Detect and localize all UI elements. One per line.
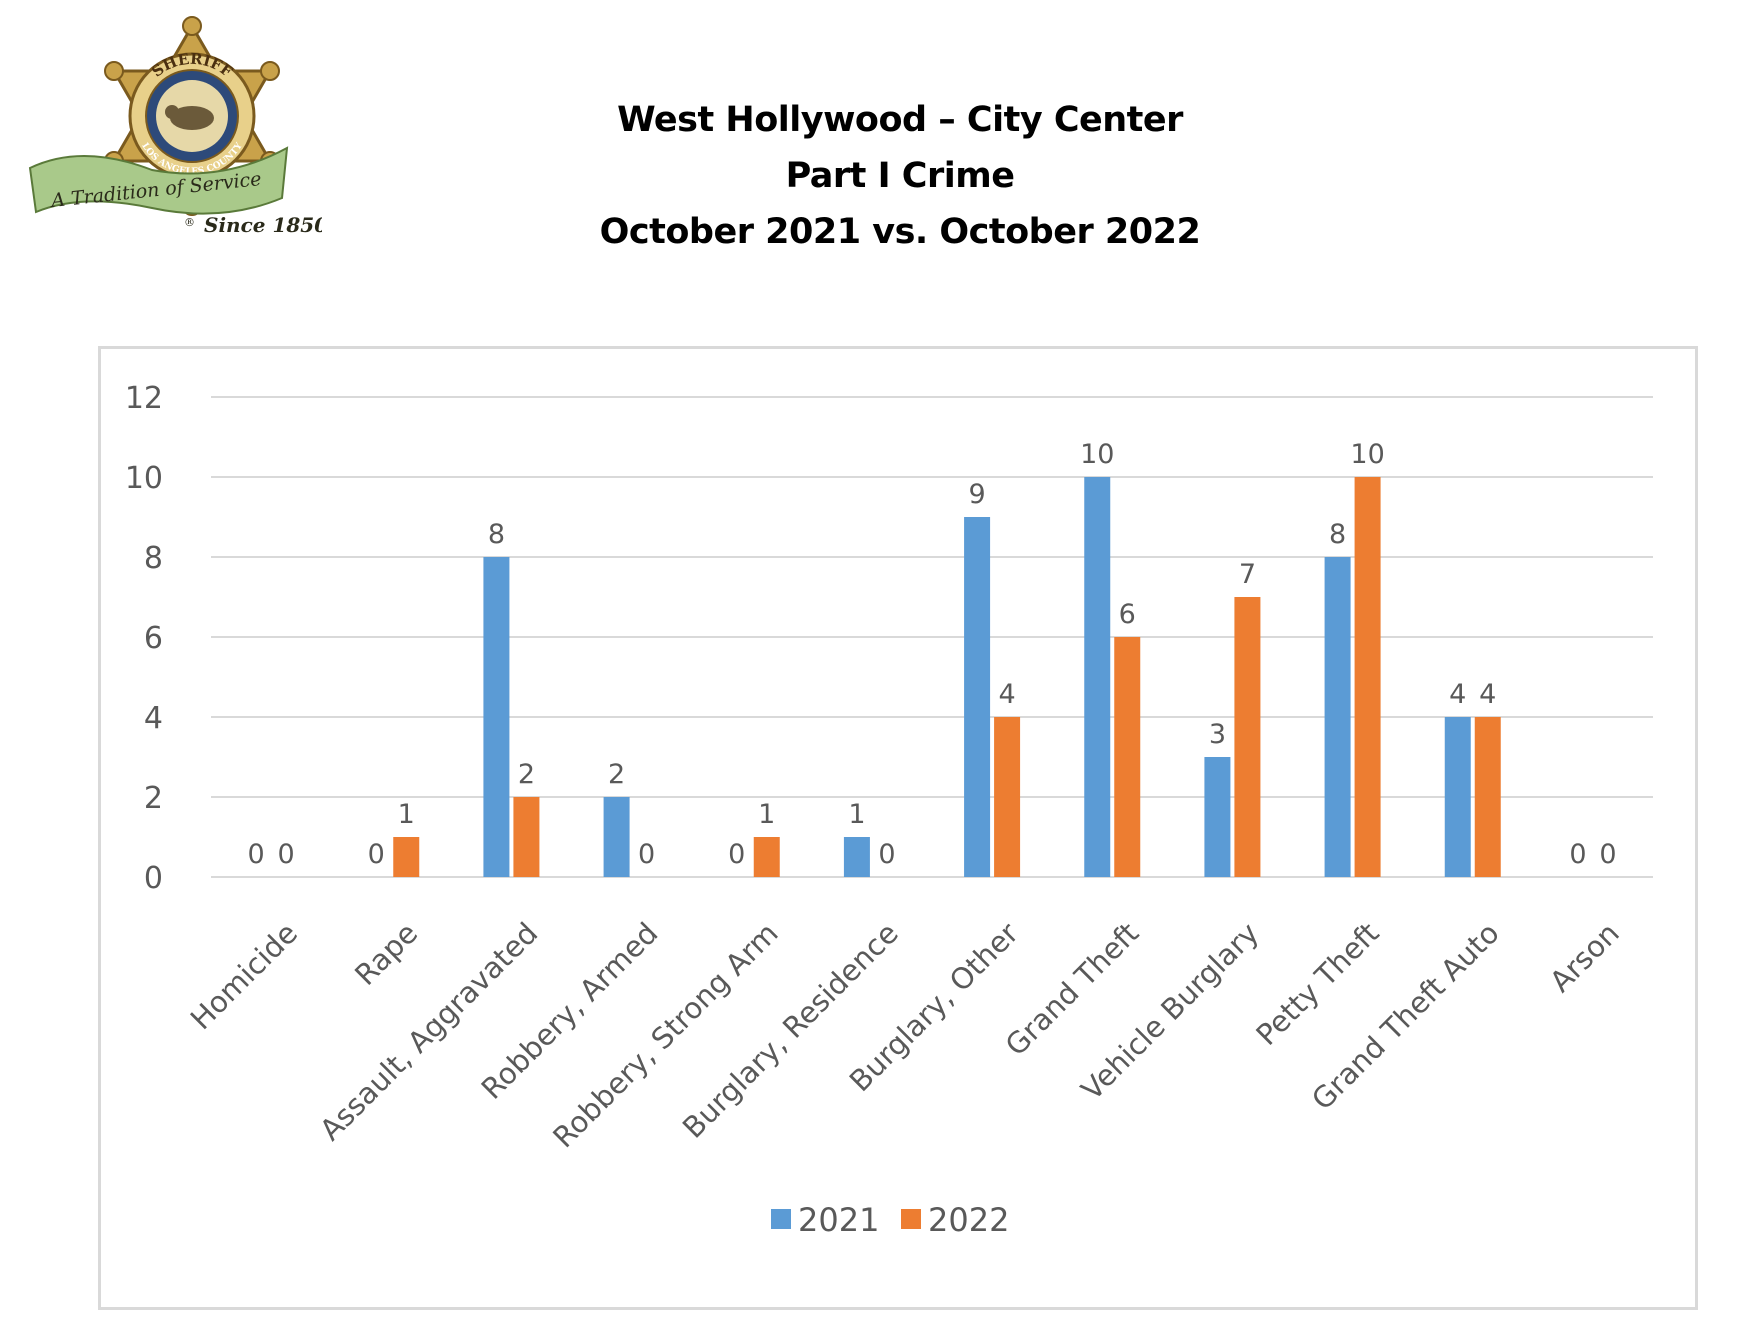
bar-2022 — [1354, 477, 1381, 877]
data-label-2022: 1 — [758, 799, 775, 830]
bar-2021 — [964, 517, 991, 877]
data-label-2021: 9 — [968, 479, 985, 510]
category-label: Robbery, Strong Arm — [546, 916, 784, 1154]
data-label-2022: 4 — [998, 679, 1015, 710]
category-label: Burglary, Residence — [676, 916, 905, 1145]
data-label-2022: 0 — [277, 839, 294, 870]
data-label-2022: 1 — [398, 799, 415, 830]
data-label-2021: 4 — [1449, 679, 1466, 710]
logo-since-text: Since 1850 — [204, 213, 322, 237]
y-tick-label: 12 — [125, 381, 163, 416]
header-title: West Hollywood – City Center — [617, 100, 1183, 140]
data-label-2022: 6 — [1119, 599, 1136, 630]
data-label-2022: 0 — [878, 839, 895, 870]
data-label-2021: 3 — [1209, 719, 1226, 750]
y-tick-label: 8 — [144, 541, 163, 576]
bar-2022 — [393, 837, 420, 877]
registered-mark: ® — [184, 216, 195, 229]
bar-2021 — [483, 557, 510, 877]
data-label-2021: 0 — [728, 839, 745, 870]
bar-2021 — [1204, 757, 1231, 877]
data-label-2022: 0 — [638, 839, 655, 870]
data-label-2021: 8 — [488, 519, 505, 550]
header-period: October 2021 vs. October 2022 — [599, 212, 1201, 252]
data-label-2021: 0 — [247, 839, 264, 870]
bar-2021 — [843, 837, 870, 877]
bar-2021 — [1084, 477, 1111, 877]
legend: 2021 2022 — [771, 1201, 1009, 1239]
y-tick-label: 2 — [144, 781, 163, 816]
bar-2022 — [1114, 637, 1141, 877]
data-label-2022: 7 — [1239, 559, 1256, 590]
data-label-2021: 0 — [1569, 839, 1586, 870]
bar-2022 — [753, 837, 780, 877]
category-label: Rape — [348, 916, 424, 992]
ribbon-banner — [28, 146, 289, 215]
sheriff-logo: SHERIFF LOS ANGELES COUNTY A Tradition o… — [28, 16, 322, 237]
category-label: Homicide — [184, 916, 304, 1036]
data-label-2022: 10 — [1350, 439, 1384, 470]
chart-frame: 0 2 4 6 8 10 12 0 0 0 1 8 2 2 0 0 1 1 0 9 4 10 6 3 7 8 10 4 4 0 0 Hom… — [98, 346, 1698, 1310]
y-tick-label: 4 — [144, 701, 163, 736]
header-subtitle: Part I Crime — [785, 156, 1015, 196]
data-label-2021: 10 — [1080, 439, 1114, 470]
y-tick-label: 0 — [144, 861, 163, 896]
bar-2022 — [513, 797, 540, 877]
bar-2022 — [1234, 597, 1261, 877]
legend-label-2021: 2021 — [798, 1201, 879, 1239]
data-label-2022: 0 — [1599, 839, 1616, 870]
data-label-2021: 2 — [608, 759, 625, 790]
category-label: Arson — [1543, 916, 1626, 999]
category-label: Assault, Aggravated — [313, 916, 544, 1147]
bar-2022 — [994, 717, 1021, 877]
data-label-2021: 1 — [848, 799, 865, 830]
gridlines — [211, 396, 1653, 878]
y-axis-ticks: 0 2 4 6 8 10 12 — [125, 381, 163, 896]
y-tick-label: 10 — [125, 461, 163, 496]
bars — [393, 477, 1501, 877]
legend-swatch-2021 — [771, 1209, 791, 1229]
legend-swatch-2022 — [901, 1209, 921, 1229]
bar-2022 — [1474, 717, 1501, 877]
data-label-2022: 2 — [518, 759, 535, 790]
data-label-2021: 8 — [1329, 519, 1346, 550]
y-tick-label: 6 — [144, 621, 163, 656]
bar-2021 — [603, 797, 630, 877]
data-label-2022: 4 — [1479, 679, 1496, 710]
legend-label-2022: 2022 — [928, 1201, 1009, 1239]
bar-2021 — [1444, 717, 1471, 877]
bear-icon — [170, 106, 214, 130]
report-header: West Hollywood – City Center Part I Crim… — [560, 92, 1240, 260]
data-label-2021: 0 — [368, 839, 385, 870]
bar-2021 — [1324, 557, 1351, 877]
